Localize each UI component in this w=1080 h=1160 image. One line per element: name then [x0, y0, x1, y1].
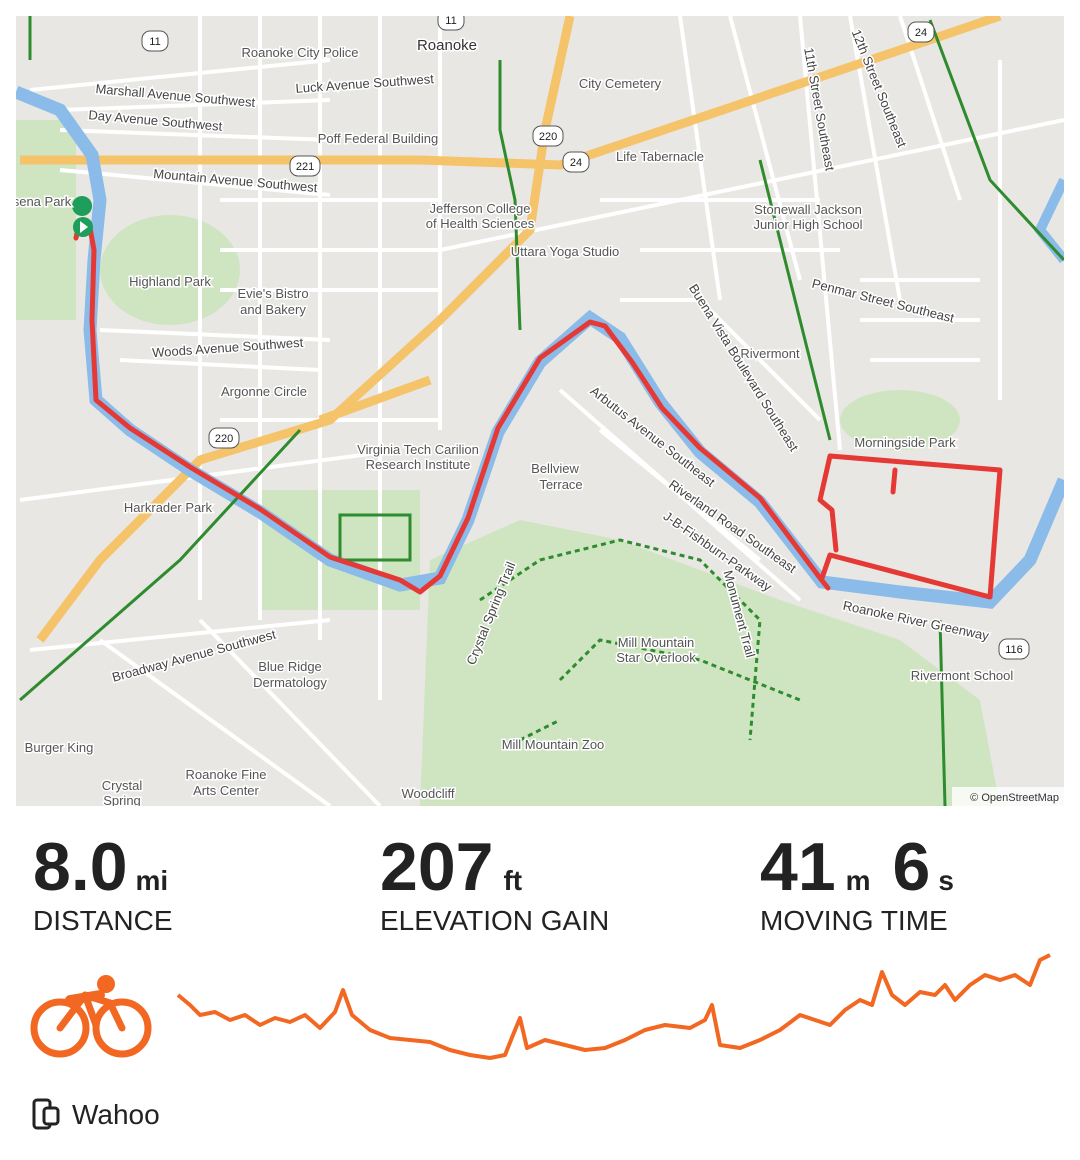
- device-icon: [32, 1098, 60, 1130]
- streets: [19, 16, 1064, 806]
- highways: [20, 16, 1002, 643]
- parks: [16, 120, 1000, 806]
- route-shields: 11 11 221 220 24 220 24 116: [141, 15, 1030, 660]
- stat-unit: mi: [136, 865, 169, 896]
- map-label: Evie's Bistro: [237, 286, 308, 301]
- stat-unit: ft: [503, 865, 522, 896]
- map-label: Poff Federal Building: [318, 131, 438, 146]
- map-label: Roanoke: [417, 37, 477, 54]
- map-label: of Health Sciences: [426, 216, 535, 231]
- map-label: Life Tabernacle: [616, 149, 704, 164]
- map-label: Uttara Yoga Studio: [511, 244, 619, 259]
- map-label: Spring: [103, 793, 141, 808]
- map-label: Argonne Circle: [221, 384, 307, 399]
- attribution[interactable]: © OpenStreetMap: [970, 792, 1059, 804]
- map-label: Harkrader Park: [124, 500, 213, 515]
- bike-icon: [30, 975, 152, 1058]
- stats: 8.0 mi DISTANCE 207 ft ELEVATION GAIN 41 m 6…: [33, 829, 954, 936]
- stat-value: 41 m 6 s: [760, 829, 954, 905]
- map-label: sena Park: [13, 194, 72, 209]
- map-label: Highland Park: [129, 274, 211, 289]
- elevation-profile: [176, 953, 1051, 1060]
- map-label: Mill Mountain: [618, 635, 695, 650]
- map-label: Star Overlook: [616, 650, 696, 665]
- stat-label: MOVING TIME: [760, 905, 948, 936]
- stat-unit: m: [846, 865, 871, 896]
- map[interactable]: Roanoke Roanoke City Police Luck Avenue …: [13, 10, 1064, 808]
- map-label: Virginia Tech Carilion: [357, 442, 479, 457]
- stat-value: 8.0 mi: [33, 829, 168, 905]
- stat-value: 207 ft: [380, 829, 522, 905]
- map-label: Stonewall Jackson: [754, 202, 862, 217]
- shield-label: 220: [215, 433, 233, 445]
- shield-label: 11: [445, 15, 456, 27]
- map-label: City Cemetery: [579, 76, 662, 91]
- attribution-bg: [952, 787, 1064, 806]
- shield-label: 220: [539, 131, 557, 143]
- shield-label: 11: [149, 36, 160, 48]
- map-label: Junior High School: [753, 217, 862, 232]
- map-label: Dermatology: [253, 675, 327, 690]
- map-label: Bellview: [531, 461, 579, 476]
- map-label: Woodcliff: [402, 786, 455, 801]
- shield-label: 24: [915, 27, 927, 39]
- map-label: Rivermont: [740, 346, 800, 361]
- stat-number: 41: [760, 829, 836, 905]
- map-label: Roanoke Fine: [186, 767, 267, 782]
- map-label: Jefferson College: [430, 201, 531, 216]
- stat-number: 6: [893, 829, 931, 905]
- stat-number: 207: [380, 829, 493, 905]
- map-label: Terrace: [539, 477, 582, 492]
- route: [73, 225, 1003, 600]
- map-label: Crystal: [102, 778, 143, 793]
- map-label: Arts Center: [193, 783, 259, 798]
- device-name: Wahoo: [72, 1099, 160, 1130]
- map-label: Roanoke City Police: [241, 45, 358, 60]
- shield-label: 116: [1005, 644, 1023, 656]
- shield-label: 221: [296, 161, 314, 173]
- stat-number: 8.0: [33, 829, 128, 905]
- map-label: Morningside Park: [854, 435, 956, 450]
- map-label: Mill Mountain Zoo: [502, 737, 605, 752]
- shield-label: 24: [570, 157, 582, 169]
- stat-unit: s: [938, 865, 954, 896]
- map-label: Blue Ridge: [258, 659, 322, 674]
- stat-label: ELEVATION GAIN: [380, 905, 609, 936]
- trails: [19, 16, 1064, 806]
- stat-label: DISTANCE: [33, 905, 173, 936]
- map-label: Burger King: [25, 740, 94, 755]
- map-label: Rivermont School: [911, 668, 1014, 683]
- map-label: Research Institute: [366, 457, 471, 472]
- map-label: and Bakery: [240, 302, 306, 317]
- start-marker: [72, 196, 93, 237]
